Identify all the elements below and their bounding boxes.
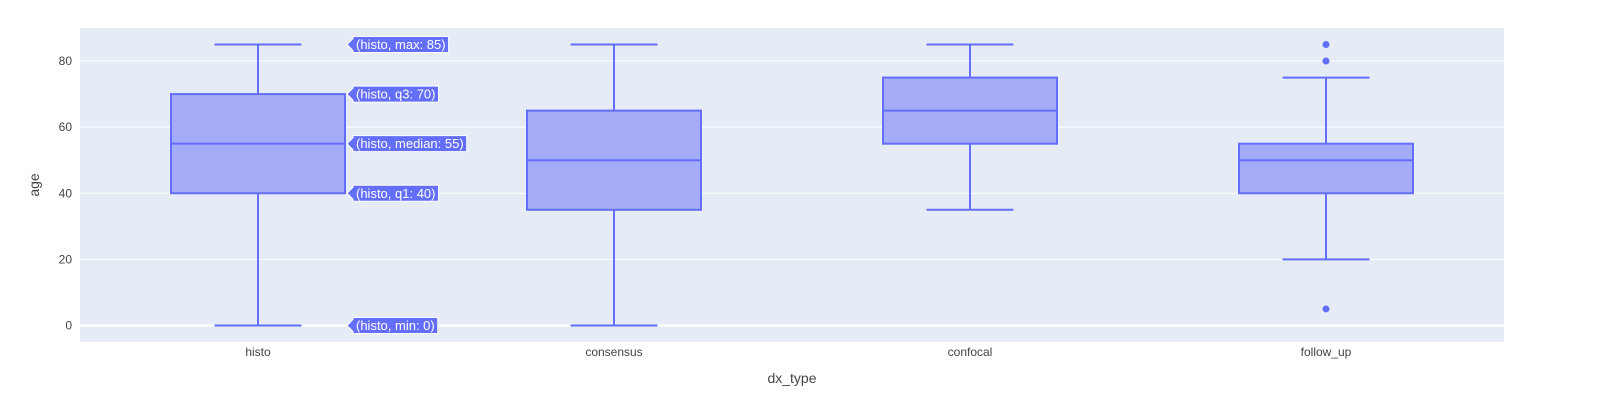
hover-label: (histo, q3: 70) [346, 85, 439, 103]
hover-label-background [346, 184, 439, 202]
y-tick-label: 80 [59, 54, 73, 68]
outlier-point [1322, 57, 1330, 65]
hover-label: (histo, max: 85) [346, 36, 450, 54]
y-tick-label: 0 [65, 318, 72, 332]
outlier-point [1322, 41, 1330, 49]
hover-label-background [346, 85, 439, 103]
box-confocal [882, 43, 1058, 211]
box-histo [170, 43, 346, 327]
y-axis-title: age [26, 173, 42, 197]
hover-label-background [346, 36, 450, 54]
hover-label-text: (histo, min: 0) [356, 318, 435, 333]
hover-label: (histo, median: 55) [346, 135, 468, 153]
hover-label-text: (histo, median: 55) [356, 136, 464, 151]
box-follow_up [1238, 41, 1414, 313]
iqr-box [1238, 142, 1414, 195]
y-tick-label: 60 [59, 120, 73, 134]
hover-label: (histo, q1: 40) [346, 184, 439, 202]
x-axis-ticks: histo consensus confocal follow_up [245, 345, 1351, 359]
x-tick-label: consensus [585, 345, 642, 359]
hover-label-text: (histo, q1: 40) [356, 186, 436, 201]
y-axis-ticks: 0 20 40 60 80 [59, 54, 73, 332]
box-consensus [526, 43, 702, 327]
x-tick-label: histo [245, 345, 271, 359]
hover-label: (histo, min: 0) [346, 316, 439, 334]
hover-labels: (histo, max: 85) (histo, q3: 70) (histo, m… [346, 36, 468, 334]
hover-label-text: (histo, max: 85) [356, 37, 446, 52]
x-axis-title: dx_type [767, 370, 816, 386]
y-tick-label: 20 [59, 252, 73, 266]
outlier-point [1322, 305, 1330, 313]
hover-label-background [346, 135, 468, 153]
y-tick-label: 40 [59, 186, 73, 200]
x-tick-label: confocal [948, 345, 993, 359]
hover-label-text: (histo, q3: 70) [356, 87, 436, 102]
hover-label-background [346, 316, 439, 334]
boxes [170, 41, 1414, 327]
x-tick-label: follow_up [1301, 345, 1352, 359]
